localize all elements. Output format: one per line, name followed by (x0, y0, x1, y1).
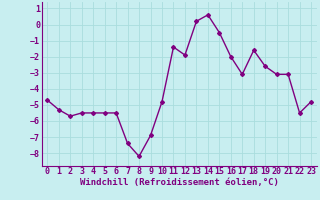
X-axis label: Windchill (Refroidissement éolien,°C): Windchill (Refroidissement éolien,°C) (80, 178, 279, 187)
